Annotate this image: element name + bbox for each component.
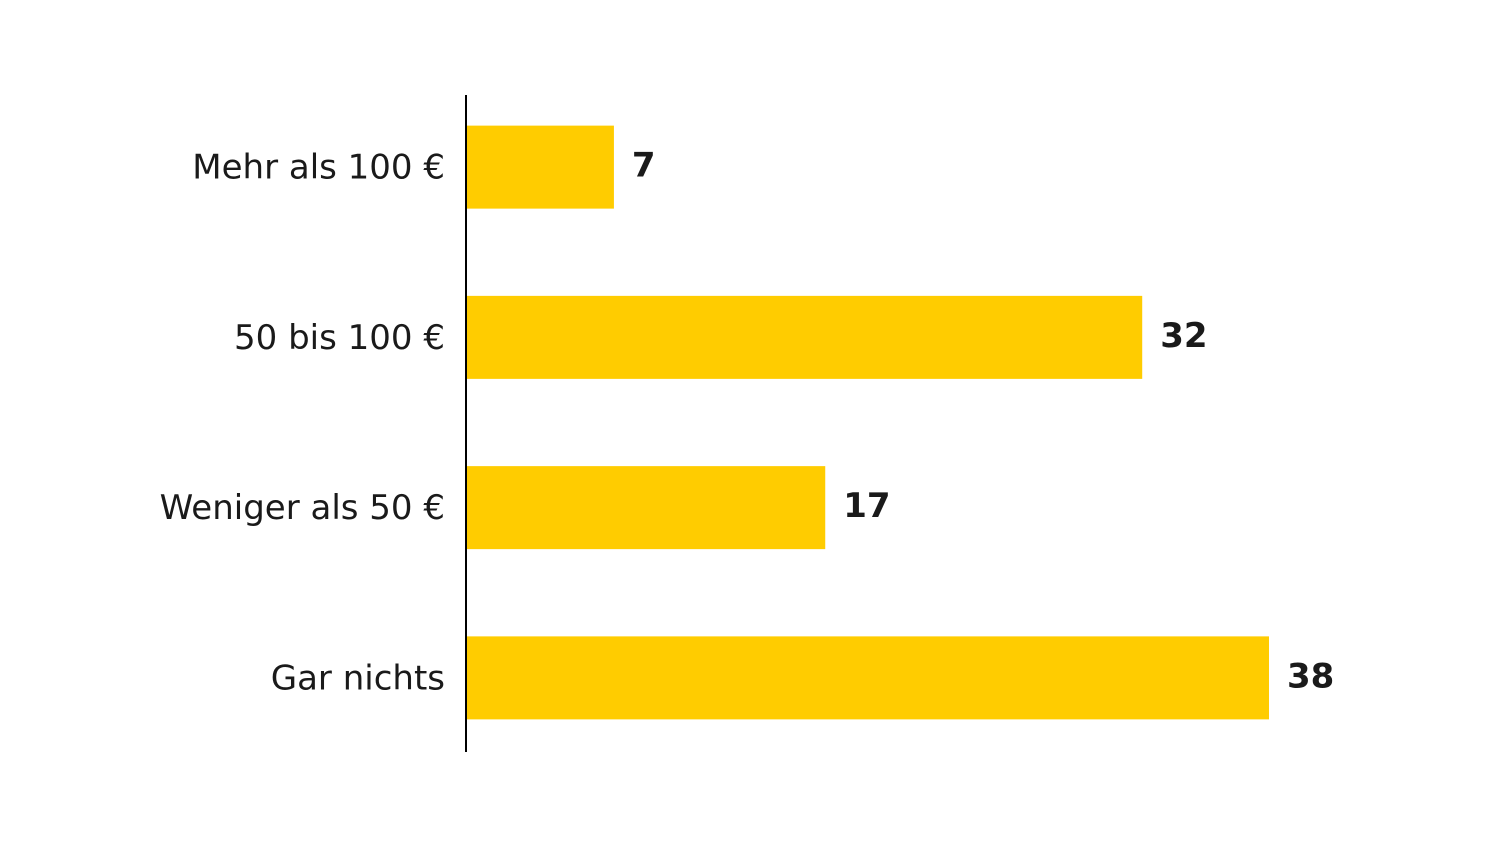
bar: [466, 636, 1269, 720]
value-label: 17: [843, 486, 890, 526]
value-label: 7: [632, 146, 656, 186]
y-tick-label: 50 bis 100 €: [234, 318, 445, 358]
bar: [466, 125, 614, 209]
bar: [466, 466, 826, 550]
y-tick-label: Mehr als 100 €: [192, 148, 445, 188]
y-tick-label: Gar nichts: [271, 658, 445, 698]
value-label: 32: [1160, 316, 1207, 356]
bar: [466, 295, 1143, 379]
y-tick-label: Weniger als 50 €: [160, 488, 445, 528]
value-label: 38: [1287, 656, 1334, 696]
